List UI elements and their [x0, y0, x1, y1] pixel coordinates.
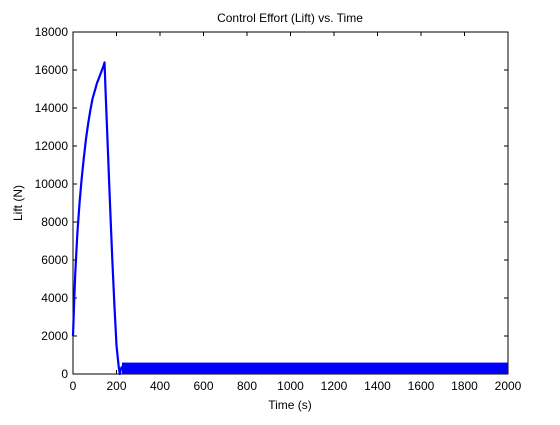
x-tick-label: 600	[193, 379, 213, 393]
x-tick-label: 1800	[451, 379, 478, 393]
y-tick-label: 18000	[35, 25, 69, 39]
y-tick-label: 4000	[41, 291, 68, 305]
series-line	[71, 61, 123, 376]
y-tick-label: 10000	[35, 177, 69, 191]
plot-frame	[72, 31, 509, 375]
x-tick-label: 1000	[277, 379, 304, 393]
y-tick-label: 12000	[35, 139, 69, 153]
y-tick-label: 6000	[41, 253, 68, 267]
y-axis-title: Lift (N)	[11, 185, 25, 221]
y-tick-label: 14000	[35, 101, 69, 115]
y-tick-label: 16000	[35, 63, 69, 77]
x-tick-label: 2000	[495, 379, 522, 393]
y-tick-label: 0	[61, 367, 68, 381]
x-tick-label: 200	[106, 379, 126, 393]
x-tick-label: 1400	[364, 379, 391, 393]
x-tick-label: 0	[70, 379, 77, 393]
oscillation-band	[121, 362, 508, 374]
y-tick-label: 2000	[41, 329, 68, 343]
x-axis-title: Time (s)	[268, 398, 312, 412]
y-tick-label: 8000	[41, 215, 68, 229]
series-layer	[71, 61, 508, 376]
chart-title: Control Effort (Lift) vs. Time	[217, 11, 363, 25]
x-tick-label: 800	[237, 379, 257, 393]
x-tick-label: 1200	[321, 379, 348, 393]
x-axis-ticks: 0 200 400 600 800 1000 1200 1400 1600 1800 2000	[70, 32, 522, 393]
x-tick-label: 1600	[408, 379, 435, 393]
x-tick-label: 400	[150, 379, 170, 393]
y-axis-ticks: 0 2000 4000 6000 8000 10000 12000 14000 16000 180…	[35, 25, 508, 381]
